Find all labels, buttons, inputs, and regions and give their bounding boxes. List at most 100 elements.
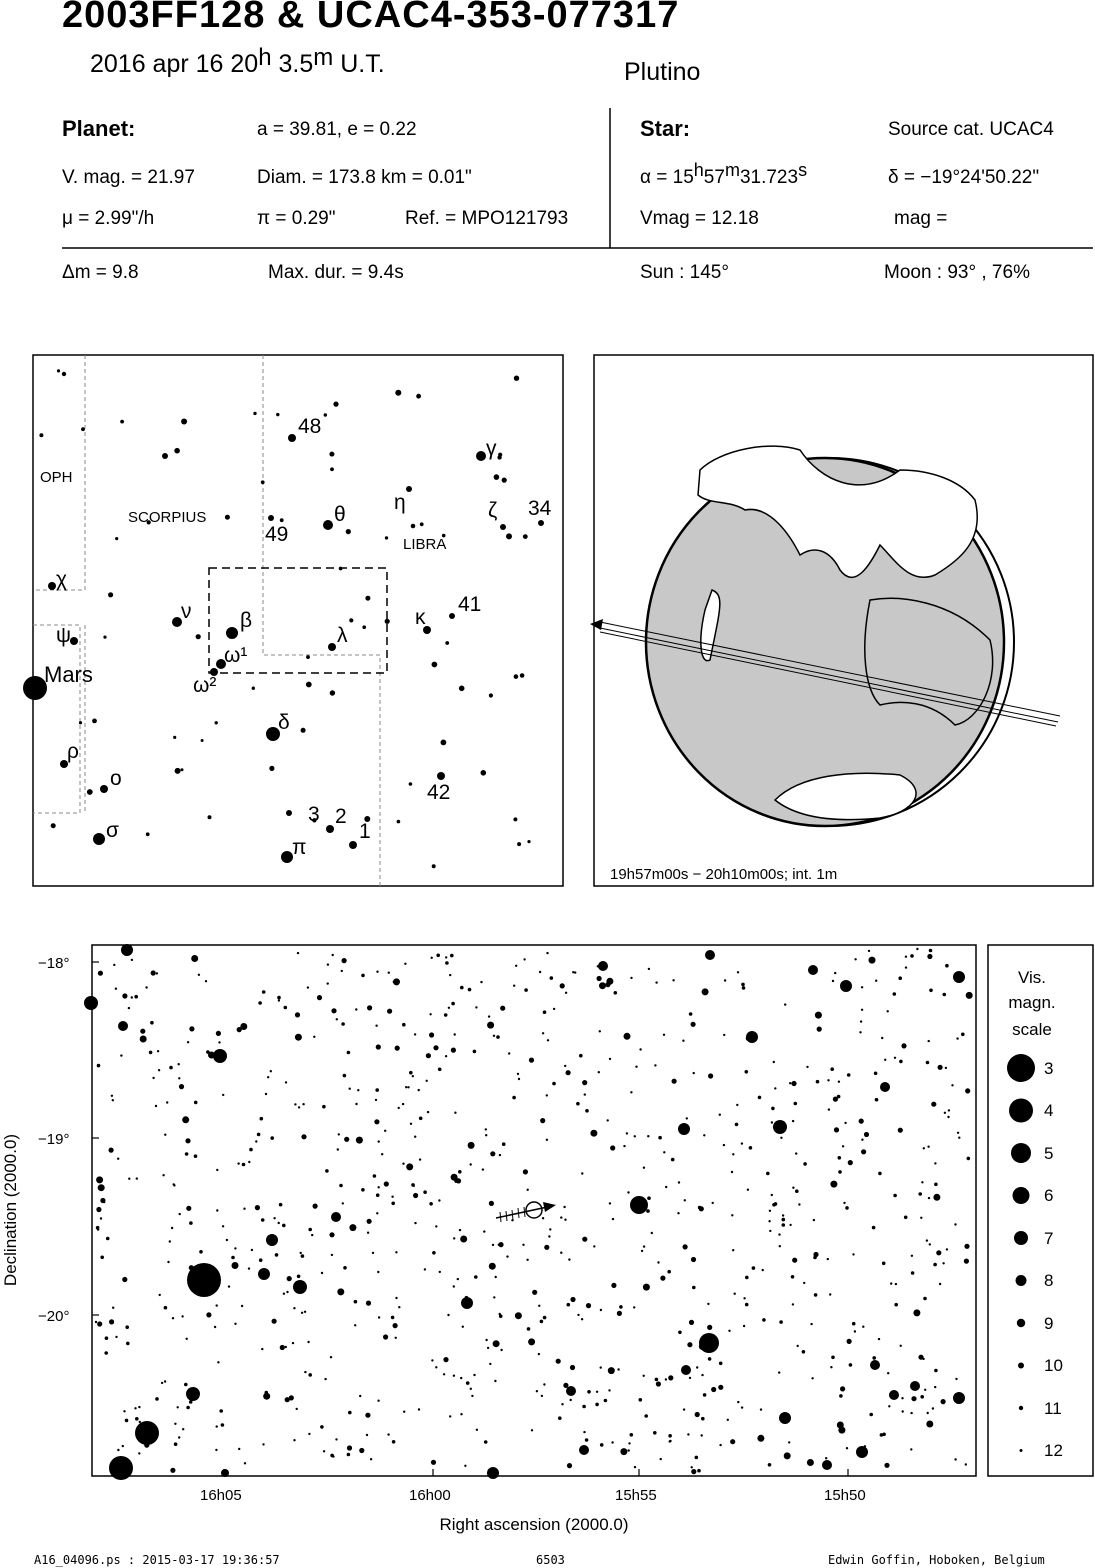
field-star (340, 969, 343, 973)
field-star (736, 971, 740, 974)
field-star (844, 1121, 847, 1125)
field-star (286, 1290, 289, 1294)
constellation-star (326, 825, 334, 833)
field-star (671, 1078, 677, 1084)
field-star (278, 1202, 283, 1207)
field-star (560, 1251, 563, 1254)
field-star (542, 1010, 547, 1014)
field-star (832, 1096, 839, 1102)
field-star (294, 1103, 297, 1106)
field-star (430, 956, 433, 959)
axis-ticks (92, 961, 849, 1476)
field-star (792, 1186, 795, 1189)
date-prefix: 2016 apr 16 20 (90, 50, 259, 78)
field-star (526, 1188, 529, 1192)
field-star (954, 1458, 957, 1461)
field-star (277, 999, 281, 1002)
field-star (158, 1293, 161, 1297)
field-star (376, 970, 379, 973)
field-star (284, 1081, 288, 1084)
legend-mag-label: 8 (1044, 1271, 1053, 1290)
field-star (331, 953, 334, 957)
field-star (302, 1103, 305, 1106)
field-star (492, 1340, 500, 1348)
field-star (391, 1201, 396, 1206)
field-star (343, 1266, 347, 1270)
field-star (740, 1142, 744, 1145)
field-star (831, 979, 835, 983)
field-star (109, 1456, 133, 1480)
field-star (966, 1156, 971, 1161)
field-star (402, 1022, 406, 1027)
label-oph: OPH (40, 469, 73, 486)
field-star (348, 1410, 352, 1415)
field-star (606, 977, 614, 985)
field-star (910, 1381, 920, 1391)
field-star (595, 1390, 599, 1394)
field-star (757, 1434, 765, 1442)
constellation-frame (32, 354, 564, 887)
field-star (288, 1395, 294, 1401)
field-star (124, 1418, 129, 1423)
field-star (297, 1106, 301, 1109)
globe-panel: 19h57m00s − 20h10m00s; int. 1m (590, 354, 1094, 887)
field-star (100, 1197, 106, 1204)
field-star (485, 1134, 488, 1137)
field-star (901, 1043, 907, 1049)
star-label-3: 3 (308, 803, 320, 826)
star-chart: −18° −19° −20° 16h05 16h00 15h55 15h50 R… (1, 944, 977, 1534)
field-star (629, 1433, 634, 1437)
field-star (926, 1420, 934, 1428)
field-star (97, 970, 103, 976)
field-star (442, 1373, 446, 1376)
field-star (923, 1296, 927, 1301)
field-star (831, 1355, 835, 1360)
field-star (213, 1325, 217, 1329)
field-star (955, 1377, 958, 1381)
field-star (859, 1020, 863, 1023)
field-star (653, 1431, 657, 1435)
constellation-star (506, 533, 512, 540)
field-star (627, 1191, 630, 1194)
constellation-star (458, 685, 465, 692)
star-label-omega2: ω² (193, 674, 216, 697)
field-star (654, 1377, 659, 1382)
constellation-star (488, 693, 493, 698)
legend-mag-label: 10 (1044, 1356, 1063, 1375)
field-star (369, 1458, 373, 1461)
field-star (741, 986, 746, 990)
constellation-star (441, 533, 446, 538)
field-star (365, 1433, 369, 1437)
field-star (791, 1303, 795, 1306)
constellation-star (323, 520, 333, 530)
field-star (95, 1225, 100, 1230)
field-star (341, 958, 347, 964)
field-star (546, 951, 549, 955)
field-star (341, 1202, 344, 1205)
field-star (304, 1370, 307, 1374)
field-star (888, 1405, 891, 1408)
field-star (625, 1132, 629, 1135)
field-star (812, 1218, 816, 1222)
field-star (860, 986, 864, 989)
field-star (481, 1168, 485, 1171)
field-star (148, 1050, 153, 1055)
field-star (120, 1054, 123, 1057)
field-star (412, 1184, 415, 1188)
field-star (582, 1080, 588, 1086)
field-star (430, 1459, 437, 1465)
field-star (231, 1262, 239, 1269)
field-star (498, 1242, 504, 1248)
constellation-star (328, 643, 336, 651)
field-star (580, 1318, 584, 1321)
field-star (498, 1153, 502, 1157)
field-star (294, 1012, 301, 1018)
field-star (465, 1381, 470, 1385)
field-star (255, 1140, 258, 1143)
field-star (105, 1236, 110, 1241)
legend-mag-label: 6 (1044, 1186, 1053, 1205)
field-star (901, 1397, 904, 1400)
field-star (838, 1170, 842, 1174)
field-star (293, 1439, 296, 1442)
field-star (262, 1443, 265, 1446)
